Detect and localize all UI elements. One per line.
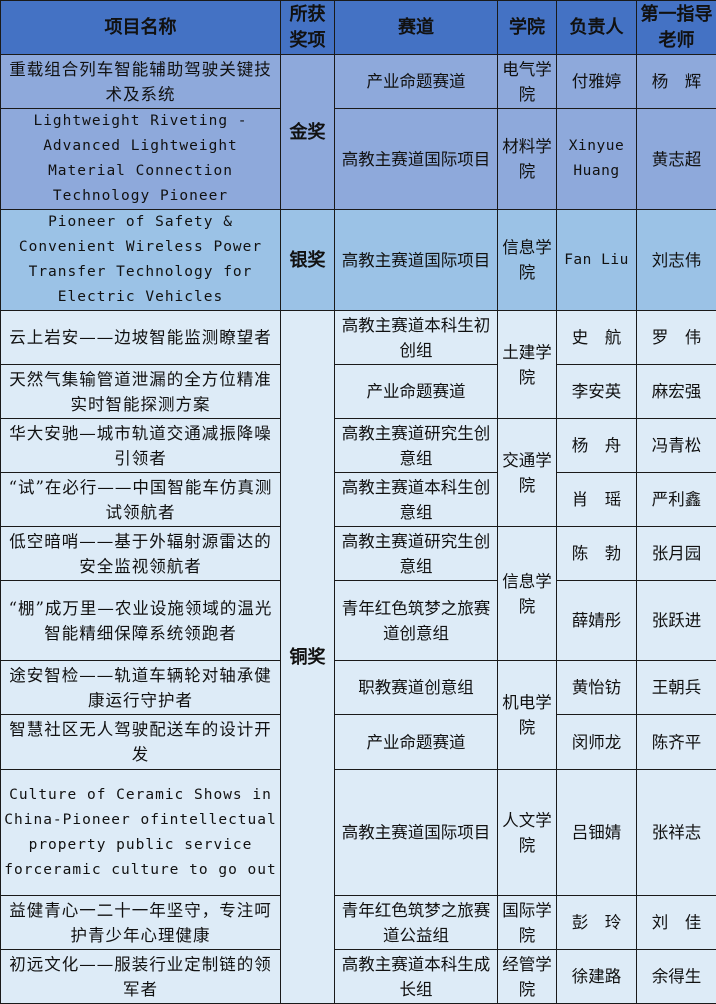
project-name-cell: 智慧社区无人驾驶配送车的设计开发: [1, 715, 281, 770]
header-leader: 负责人: [557, 1, 637, 55]
college-cell: 电气学院: [498, 55, 557, 109]
leader-cell: 彭 玲: [557, 896, 637, 950]
table-row: Pioneer of Safety & Convenient Wireless …: [1, 210, 716, 311]
college-cell: 人文学院: [498, 770, 557, 896]
table-row: 华大安驰—城市轨道交通减振降噪引领者高教主赛道研究生创意组交通学院杨 舟冯青松: [1, 419, 716, 473]
leader-cell: Fan Liu: [557, 210, 637, 311]
college-cell: 信息学院: [498, 527, 557, 661]
college-cell: 经管学院: [498, 950, 557, 1004]
advisor-cell: 罗 伟: [637, 311, 716, 365]
header-row: 项目名称 所获奖项 赛道 学院 负责人 第一指导老师: [1, 1, 716, 55]
project-name-cell: Culture of Ceramic Shows in China-Pionee…: [1, 770, 281, 896]
header-project: 项目名称: [1, 1, 281, 55]
table-row: “棚”成万里—农业设施领域的温光智能精细保障系统领跑者青年红色筑梦之旅赛道创意组…: [1, 581, 716, 661]
track-cell: 高教主赛道研究生创意组: [335, 419, 498, 473]
track-cell: 高教主赛道研究生创意组: [335, 527, 498, 581]
track-cell: 青年红色筑梦之旅赛道创意组: [335, 581, 498, 661]
college-cell: 交通学院: [498, 419, 557, 527]
leader-cell: 陈 勃: [557, 527, 637, 581]
project-name-cell: 华大安驰—城市轨道交通减振降噪引领者: [1, 419, 281, 473]
track-cell: 高教主赛道本科生成长组: [335, 950, 498, 1004]
college-cell: 土建学院: [498, 311, 557, 419]
track-cell: 职教赛道创意组: [335, 661, 498, 715]
project-name-cell: 初远文化——服装行业定制链的领军者: [1, 950, 281, 1004]
track-cell: 高教主赛道本科生创意组: [335, 473, 498, 527]
college-cell: 信息学院: [498, 210, 557, 311]
project-name-cell: 途安智检——轨道车辆轮对轴承健康运行守护者: [1, 661, 281, 715]
leader-cell: Xinyue Huang: [557, 109, 637, 210]
leader-cell: 吕钿婧: [557, 770, 637, 896]
table-row: 重载组合列车智能辅助驾驶关键技术及系统金奖产业命题赛道电气学院付雅婷杨 辉: [1, 55, 716, 109]
table-row: “试”在必行——中国智能车仿真测试领航者高教主赛道本科生创意组 肖 瑶严利鑫: [1, 473, 716, 527]
leader-cell: 李安英: [557, 365, 637, 419]
advisor-cell: 黄志超: [637, 109, 716, 210]
leader-cell: 徐建路: [557, 950, 637, 1004]
project-name-cell: 益健青心一二十一年坚守，专注呵护青少年心理健康: [1, 896, 281, 950]
advisor-cell: 张月园: [637, 527, 716, 581]
leader-cell: 杨 舟: [557, 419, 637, 473]
advisor-cell: 杨 辉: [637, 55, 716, 109]
advisor-cell: 余得生: [637, 950, 716, 1004]
track-cell: 产业命题赛道: [335, 365, 498, 419]
table-row: Lightweight Riveting - Advanced Lightwei…: [1, 109, 716, 210]
track-cell: 高教主赛道国际项目: [335, 210, 498, 311]
advisor-cell: 刘志伟: [637, 210, 716, 311]
table-row: 智慧社区无人驾驶配送车的设计开发产业命题赛道 闵师龙陈齐平: [1, 715, 716, 770]
leader-cell: 付雅婷: [557, 55, 637, 109]
advisor-cell: 陈齐平: [637, 715, 716, 770]
leader-cell: 薛婧彤: [557, 581, 637, 661]
project-name-cell: 天然气集输管道泄漏的全方位精准实时智能探测方案: [1, 365, 281, 419]
advisor-cell: 王朝兵: [637, 661, 716, 715]
project-name-cell: 云上岩安——边坡智能监测瞭望者: [1, 311, 281, 365]
advisor-cell: 张跃进: [637, 581, 716, 661]
award-cell: 铜奖: [281, 311, 335, 1004]
college-cell: 机电学院: [498, 661, 557, 770]
header-advisor: 第一指导老师: [637, 1, 716, 55]
table-row: 云上岩安——边坡智能监测瞭望者铜奖高教主赛道本科生初创组土建学院史 航罗 伟: [1, 311, 716, 365]
leader-cell: 黄怡钫: [557, 661, 637, 715]
advisor-cell: 冯青松: [637, 419, 716, 473]
project-name-cell: “棚”成万里—农业设施领域的温光智能精细保障系统领跑者: [1, 581, 281, 661]
table-row: 天然气集输管道泄漏的全方位精准实时智能探测方案产业命题赛道 李安英麻宏强: [1, 365, 716, 419]
project-name-cell: Lightweight Riveting - Advanced Lightwei…: [1, 109, 281, 210]
track-cell: 青年红色筑梦之旅赛道公益组: [335, 896, 498, 950]
table-row: Culture of Ceramic Shows in China-Pionee…: [1, 770, 716, 896]
project-name-cell: Pioneer of Safety & Convenient Wireless …: [1, 210, 281, 311]
advisor-cell: 麻宏强: [637, 365, 716, 419]
leader-cell: 闵师龙: [557, 715, 637, 770]
project-name-cell: 重载组合列车智能辅助驾驶关键技术及系统: [1, 55, 281, 109]
award-cell: 金奖: [281, 55, 335, 210]
advisor-cell: 张祥志: [637, 770, 716, 896]
college-cell: 材料学院: [498, 109, 557, 210]
table-row: 益健青心一二十一年坚守，专注呵护青少年心理健康青年红色筑梦之旅赛道公益组国际学院…: [1, 896, 716, 950]
award-cell: 银奖: [281, 210, 335, 311]
project-name-cell: “试”在必行——中国智能车仿真测试领航者: [1, 473, 281, 527]
track-cell: 高教主赛道国际项目: [335, 770, 498, 896]
college-cell: 国际学院: [498, 896, 557, 950]
header-award: 所获奖项: [281, 1, 335, 55]
leader-cell: 肖 瑶: [557, 473, 637, 527]
leader-cell: 史 航: [557, 311, 637, 365]
track-cell: 高教主赛道国际项目: [335, 109, 498, 210]
advisor-cell: 严利鑫: [637, 473, 716, 527]
track-cell: 产业命题赛道: [335, 55, 498, 109]
table-row: 途安智检——轨道车辆轮对轴承健康运行守护者职教赛道创意组机电学院黄怡钫王朝兵: [1, 661, 716, 715]
table-row: 低空暗哨——基于外辐射源雷达的安全监视领航者高教主赛道研究生创意组信息学院陈 勃…: [1, 527, 716, 581]
advisor-cell: 刘 佳: [637, 896, 716, 950]
header-college: 学院: [498, 1, 557, 55]
header-track: 赛道: [335, 1, 498, 55]
table-row: 初远文化——服装行业定制链的领军者高教主赛道本科生成长组经管学院徐建路余得生: [1, 950, 716, 1004]
track-cell: 产业命题赛道: [335, 715, 498, 770]
track-cell: 高教主赛道本科生初创组: [335, 311, 498, 365]
project-name-cell: 低空暗哨——基于外辐射源雷达的安全监视领航者: [1, 527, 281, 581]
